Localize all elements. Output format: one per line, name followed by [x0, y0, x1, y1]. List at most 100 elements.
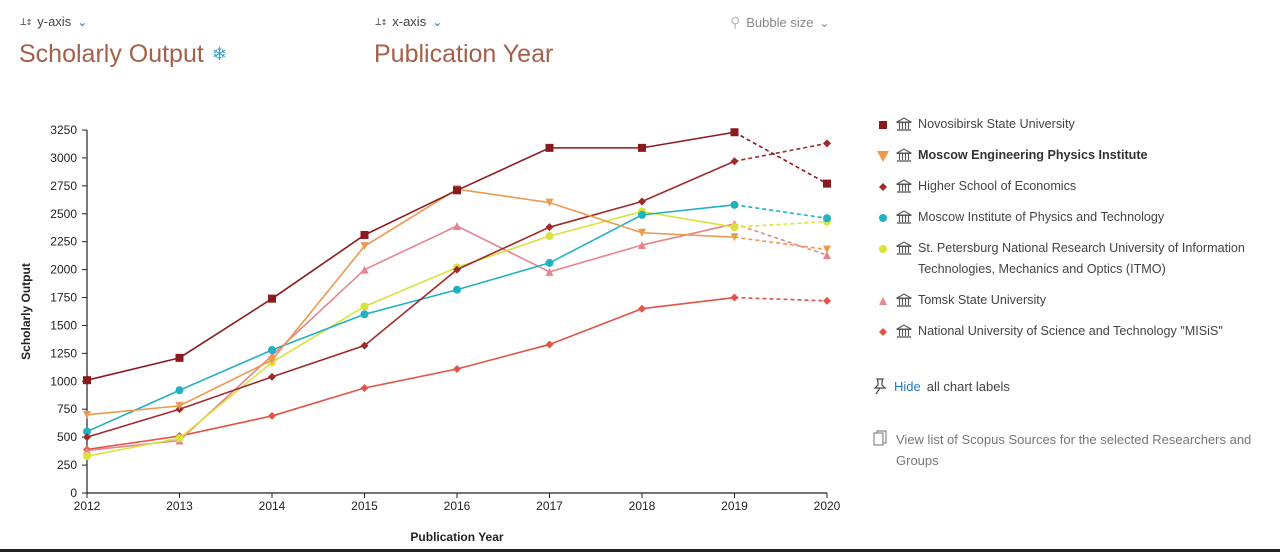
data-point[interactable] — [453, 365, 461, 374]
legend-item[interactable]: Moscow Engineering Physics Institute — [876, 145, 1271, 166]
legend-marker — [876, 114, 890, 135]
data-point[interactable] — [268, 411, 276, 420]
data-point[interactable] — [545, 232, 554, 241]
axis-sort-icon: ⊥↕ — [20, 15, 32, 28]
data-point[interactable] — [83, 452, 91, 461]
gear-icon[interactable]: ❄ — [211, 44, 227, 64]
legend-label: Moscow Institute of Physics and Technolo… — [918, 210, 1165, 224]
institution-icon — [896, 114, 912, 135]
bubble-size-selector[interactable]: ⚲ Bubble size ⌄ — [730, 14, 830, 31]
hide-labels-link[interactable]: Hide — [894, 378, 921, 394]
data-point[interactable] — [175, 434, 184, 443]
data-point[interactable] — [83, 433, 91, 442]
data-point[interactable] — [545, 198, 554, 207]
legend-item[interactable]: Moscow Institute of Physics and Technolo… — [876, 207, 1271, 228]
data-point[interactable] — [268, 346, 276, 355]
y-metric-title[interactable]: Scholarly Output ❄ — [19, 40, 227, 69]
data-point[interactable] — [360, 265, 369, 274]
series-projection-line — [734, 131, 828, 185]
legend-label: Tomsk State University — [918, 293, 1047, 307]
series-line — [86, 131, 735, 381]
data-point[interactable] — [823, 296, 831, 305]
data-point[interactable] — [360, 302, 369, 311]
data-point[interactable] — [268, 356, 276, 365]
data-point[interactable] — [638, 304, 646, 313]
series-line — [86, 210, 735, 457]
data-point[interactable] — [730, 128, 739, 137]
x-axis-title: Publication Year — [410, 530, 503, 544]
data-point[interactable] — [545, 267, 554, 276]
data-point[interactable] — [730, 233, 739, 242]
series-projection-line — [734, 236, 828, 251]
data-point[interactable] — [545, 143, 554, 152]
x-axis-label: x-axis — [392, 14, 427, 29]
data-point[interactable] — [823, 251, 831, 260]
x-tick-label: 2017 — [536, 499, 563, 513]
series-projection-line — [734, 204, 828, 220]
y-tick-label: 2000 — [50, 263, 77, 277]
data-point[interactable] — [175, 401, 184, 410]
legend-item[interactable]: Higher School of Economics — [876, 176, 1271, 197]
data-point[interactable] — [83, 427, 91, 436]
data-point[interactable] — [360, 341, 369, 350]
series-projection-line — [734, 220, 828, 228]
data-point[interactable] — [638, 197, 646, 206]
data-point[interactable] — [268, 294, 276, 303]
legend-item[interactable]: National University of Science and Techn… — [876, 321, 1271, 342]
y-axis-label: y-axis — [37, 14, 72, 29]
data-point[interactable] — [730, 223, 739, 232]
pin-icon — [873, 378, 887, 395]
data-point[interactable] — [83, 410, 91, 419]
chevron-down-icon: ⌄ — [819, 15, 830, 30]
data-point[interactable] — [730, 200, 739, 209]
data-point[interactable] — [453, 222, 461, 231]
data-point[interactable] — [638, 228, 646, 237]
data-point[interactable] — [83, 446, 91, 455]
legend-item[interactable]: Novosibirsk State University — [876, 114, 1271, 135]
legend-marker — [876, 207, 890, 228]
data-point[interactable] — [360, 310, 369, 319]
view-sources-text: View list of Scopus Sources for the sele… — [896, 432, 1252, 468]
institution-icon — [896, 176, 912, 197]
data-point[interactable] — [360, 384, 369, 393]
legend-label: Higher School of Economics — [918, 179, 1077, 193]
y-tick-label: 3250 — [50, 123, 77, 137]
data-point[interactable] — [638, 210, 646, 219]
data-point[interactable] — [360, 230, 369, 239]
data-point[interactable] — [823, 245, 831, 254]
bottom-border — [0, 549, 1280, 552]
data-point[interactable] — [453, 285, 461, 294]
data-point[interactable] — [268, 372, 276, 381]
data-point[interactable] — [638, 241, 646, 250]
y-tick-label: 1750 — [50, 291, 77, 305]
data-point[interactable] — [823, 214, 831, 223]
data-point[interactable] — [175, 353, 184, 362]
data-point[interactable] — [638, 143, 646, 152]
data-point[interactable] — [545, 340, 554, 349]
data-point[interactable] — [453, 186, 461, 195]
data-point[interactable] — [545, 223, 554, 232]
data-point[interactable] — [453, 265, 461, 274]
data-point[interactable] — [175, 386, 184, 395]
x-metric-title[interactable]: Publication Year — [374, 40, 553, 69]
data-point[interactable] — [83, 376, 91, 385]
data-point[interactable] — [823, 179, 831, 188]
institution-icon — [896, 321, 912, 342]
x-axis-selector[interactable]: ⊥↕ x-axis ⌄ — [375, 14, 442, 29]
y-tick-label: 3000 — [50, 151, 77, 165]
legend-item[interactable]: St. Petersburg National Research Univers… — [876, 238, 1271, 280]
data-point[interactable] — [545, 258, 554, 267]
data-point[interactable] — [730, 157, 739, 166]
data-point[interactable] — [823, 139, 831, 148]
y-axis-selector[interactable]: ⊥↕ y-axis ⌄ — [20, 14, 87, 29]
legend-item[interactable]: Tomsk State University — [876, 290, 1271, 311]
x-metric-text: Publication Year — [374, 40, 554, 68]
view-sources-link[interactable]: View list of Scopus Sources for the sele… — [872, 429, 1252, 471]
legend-marker — [876, 238, 890, 259]
legend-label: St. Petersburg National Research Univers… — [918, 241, 1245, 276]
data-point[interactable] — [360, 242, 369, 251]
legend-marker — [876, 290, 890, 311]
y-tick-label: 1250 — [50, 346, 77, 360]
series-line — [86, 160, 735, 438]
data-point[interactable] — [730, 293, 739, 302]
